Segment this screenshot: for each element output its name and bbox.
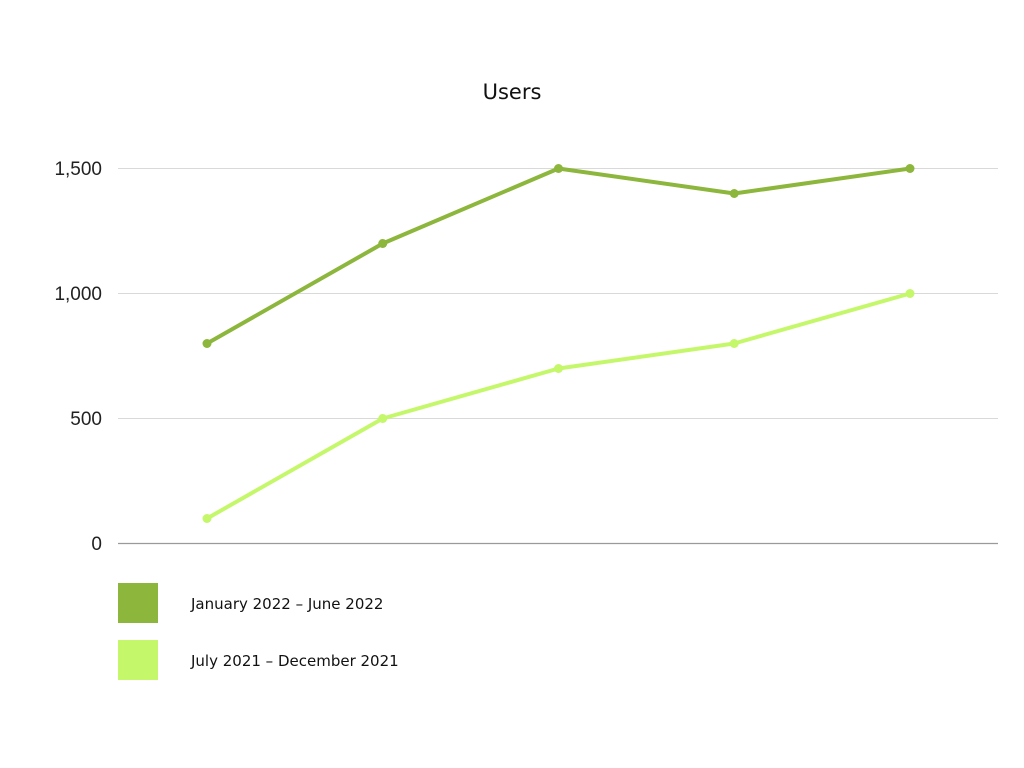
series-1 [202,289,915,523]
y-tick-label: 1,000 [54,284,102,305]
data-point [378,414,388,423]
data-point [729,189,739,198]
data-point [905,164,915,173]
y-tick-label: 1,500 [54,159,102,180]
data-point [554,164,563,173]
y-tick-label: 0 [91,534,102,555]
data-point [729,339,739,348]
legend-label: January 2022 – June 2022 [190,595,383,613]
legend: January 2022 – June 2022 July 2021 – Dec… [118,583,399,680]
gridlines [118,168,998,545]
data-point [554,364,563,373]
data-point [905,289,915,298]
y-tick-label: 500 [70,409,102,430]
series [202,164,915,523]
chart-title: Users [483,80,542,104]
legend-swatch [118,583,158,623]
data-point [378,239,388,248]
legend-label: July 2021 – December 2021 [190,652,399,670]
data-point [202,339,212,348]
data-point [202,514,212,523]
series-line [205,166,912,346]
legend-swatch [118,640,158,680]
series-line [205,291,912,521]
series-0 [202,164,915,348]
y-axis-ticks: 1,500 1,000 500 0 [54,159,102,555]
